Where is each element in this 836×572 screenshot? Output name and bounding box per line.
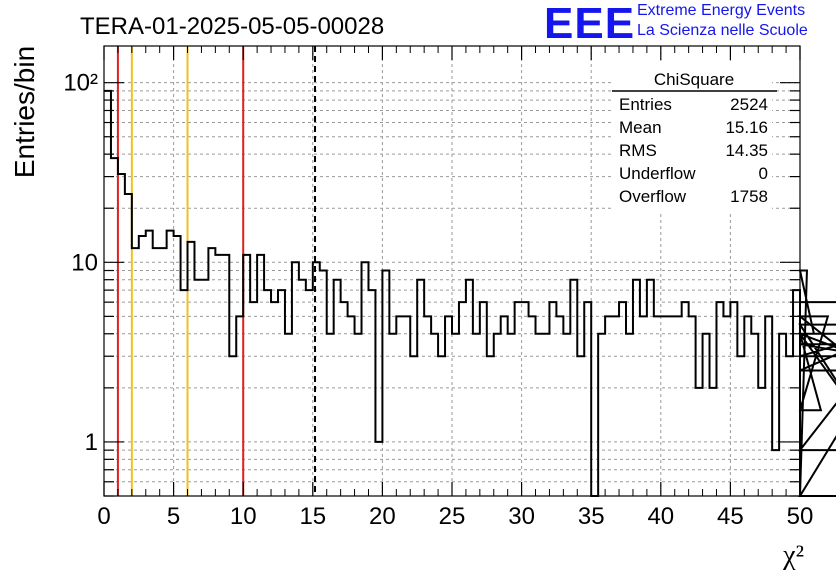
y-tick-label: 10 xyxy=(71,249,98,276)
stats-box: ChiSquare Entries 2524 Mean 15.16 RMS 14.35 Un… xyxy=(612,64,777,212)
x-axis-label: χ² xyxy=(782,540,804,571)
x-tick-label: 25 xyxy=(439,503,466,530)
run-title: TERA-01-2025-05-05-00028 xyxy=(80,13,384,40)
stats-label: Underflow xyxy=(619,164,696,183)
stats-value: 1758 xyxy=(730,187,768,206)
x-tick-label: 45 xyxy=(717,503,744,530)
x-tick-label: 10 xyxy=(230,503,257,530)
x-tick-label: 40 xyxy=(647,503,674,530)
stats-title: ChiSquare xyxy=(654,70,734,89)
x-tick-label: 30 xyxy=(508,503,535,530)
axis-ticks xyxy=(103,46,801,497)
y-axis-label: Entries/bin xyxy=(9,46,40,178)
x-tick-label: 20 xyxy=(369,503,396,530)
x-tick-label: 35 xyxy=(578,503,605,530)
y-tick-labels: 1 10 10² xyxy=(63,70,98,456)
y-tick-label: 10² xyxy=(63,70,98,97)
stats-value: 14.35 xyxy=(725,141,768,160)
x-tick-label: 0 xyxy=(97,503,110,530)
stats-value: 0 xyxy=(759,164,768,183)
stats-label: Entries xyxy=(619,95,672,114)
stats-box-background xyxy=(612,64,772,212)
x-tick-labels: 0 5 10 15 20 25 30 35 40 45 50 xyxy=(97,503,813,530)
stats-value: 2524 xyxy=(730,95,768,114)
logo-caption-line2: La Scienza nelle Scuole xyxy=(637,22,808,39)
stats-label: Mean xyxy=(619,118,662,137)
eee-logo: EEE xyxy=(544,0,636,48)
stats-value: 15.16 xyxy=(725,118,768,137)
stats-label: RMS xyxy=(619,141,657,160)
x-tick-label: 50 xyxy=(787,503,814,530)
logo-caption-line1: Extreme Energy Events xyxy=(637,2,806,19)
x-tick-label: 15 xyxy=(299,503,326,530)
y-tick-label: 1 xyxy=(85,429,98,456)
x-tick-label: 5 xyxy=(167,503,180,530)
stats-label: Overflow xyxy=(619,187,687,206)
